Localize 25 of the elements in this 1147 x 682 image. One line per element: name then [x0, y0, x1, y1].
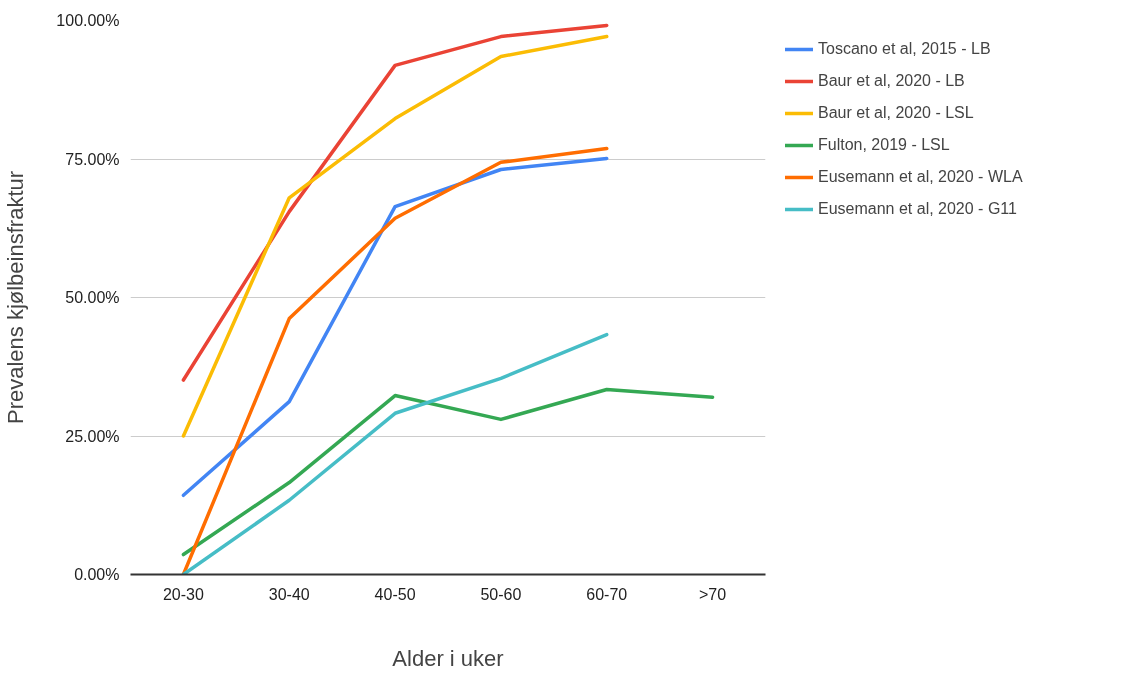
- line-series: [181, 156, 609, 498]
- x-tick-label: >70: [699, 585, 727, 603]
- line-series: [181, 23, 609, 382]
- line-series: [181, 146, 609, 575]
- x-axis-title: Alder i uker: [392, 645, 504, 671]
- legend-label: Fulton, 2019 - LSL: [818, 136, 950, 154]
- line-series: [181, 387, 715, 557]
- x-tick-label: 30-40: [268, 585, 310, 603]
- x-tick-label: 60-70: [586, 585, 628, 603]
- legend-label: Baur et al, 2020 - LB: [818, 72, 965, 90]
- x-tick-label: 20-30: [162, 585, 204, 603]
- x-tick-label: 40-50: [374, 585, 416, 603]
- y-tick-label: 75.00%: [65, 150, 120, 168]
- y-tick-label: 100.00%: [56, 12, 120, 29]
- y-tick-label: 50.00%: [65, 289, 120, 306]
- legend-label: Baur et al, 2020 - LSL: [818, 104, 974, 122]
- legend-label: Eusemann et al, 2020 - WLA: [818, 168, 1023, 186]
- line-series: [181, 332, 609, 575]
- legend-label: Eusemann et al, 2020 - G11: [818, 200, 1017, 218]
- legend-label: Toscano et al, 2015 - LB: [818, 40, 991, 58]
- y-tick-label: 0.00%: [74, 566, 120, 583]
- line-series: [181, 34, 609, 438]
- y-axis-title: Prevalens kjølbeinsfraktur: [3, 170, 29, 425]
- x-tick-label: 50-60: [480, 585, 522, 603]
- y-tick-label: 25.00%: [65, 427, 120, 445]
